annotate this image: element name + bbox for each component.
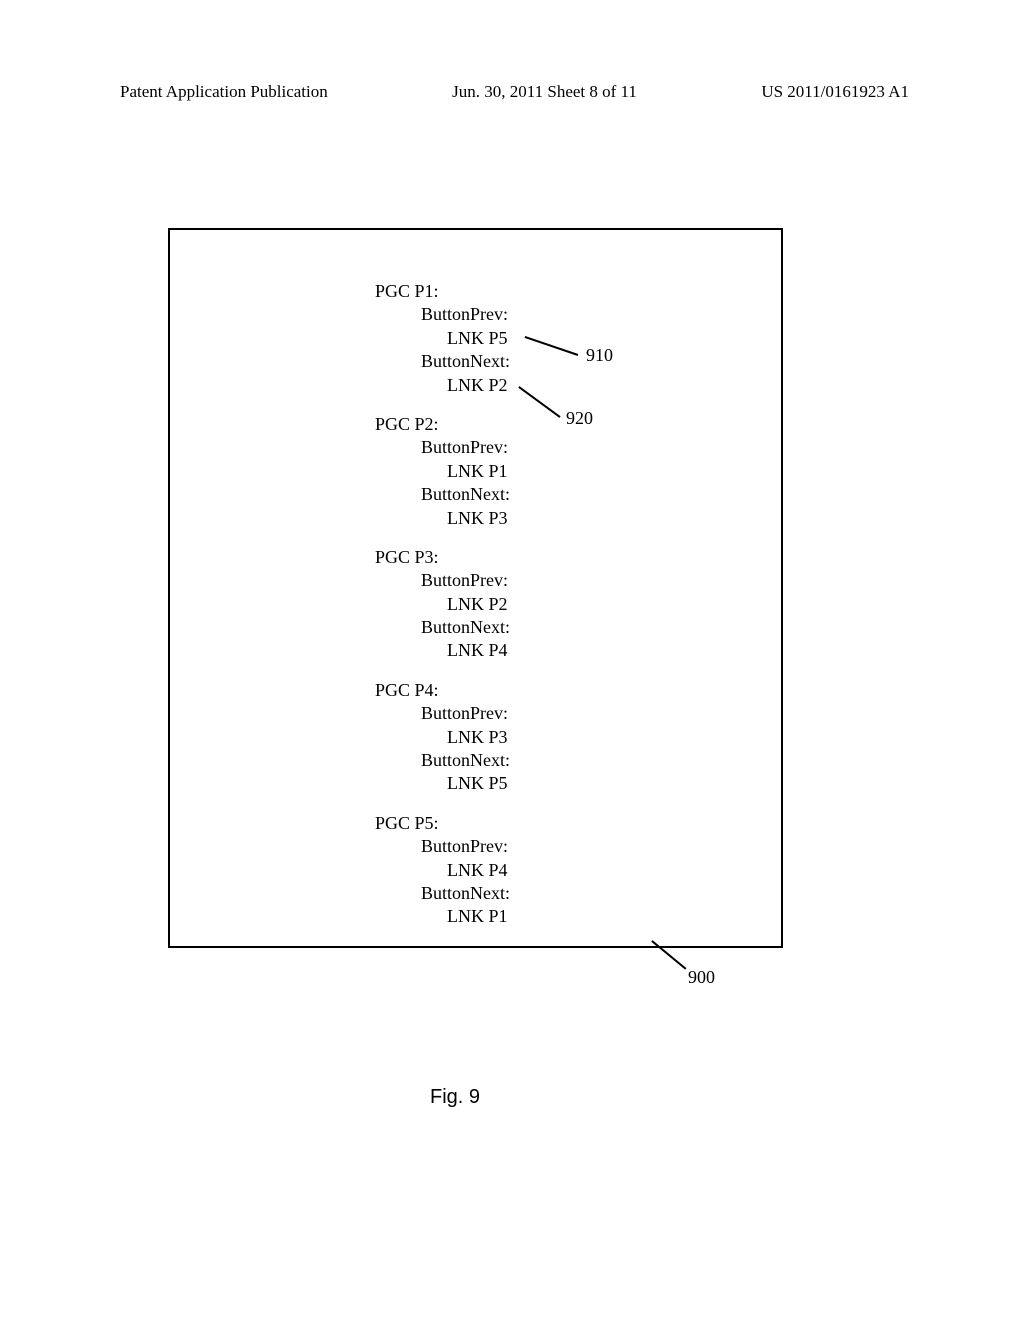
pgc-title: PGC P2: — [375, 413, 510, 436]
pgc-title: PGC P5: — [375, 812, 510, 835]
button-next-label: ButtonNext: — [375, 483, 510, 506]
button-prev-label: ButtonPrev: — [375, 702, 510, 725]
prev-link: LNK P5 — [375, 327, 510, 350]
pgc-block: PGC P3:ButtonPrev:LNK P2ButtonNext:LNK P… — [375, 546, 510, 663]
button-prev-label: ButtonPrev: — [375, 569, 510, 592]
pgc-title: PGC P3: — [375, 546, 510, 569]
prev-link: LNK P4 — [375, 859, 510, 882]
prev-link: LNK P3 — [375, 726, 510, 749]
next-link: LNK P2 — [375, 374, 510, 397]
callout-number: 910 — [586, 345, 613, 366]
pgc-title: PGC P4: — [375, 679, 510, 702]
figure-caption: Fig. 9 — [430, 1086, 480, 1109]
button-prev-label: ButtonPrev: — [375, 835, 510, 858]
next-link: LNK P1 — [375, 905, 510, 928]
button-prev-label: ButtonPrev: — [375, 436, 510, 459]
header-left: Patent Application Publication — [120, 82, 328, 102]
next-link: LNK P5 — [375, 772, 510, 795]
callout-number: 920 — [566, 408, 593, 429]
pgc-title: PGC P1: — [375, 280, 510, 303]
code-listing: PGC P1:ButtonPrev:LNK P5ButtonNext:LNK P… — [375, 280, 510, 945]
pgc-block: PGC P1:ButtonPrev:LNK P5ButtonNext:LNK P… — [375, 280, 510, 397]
callout-number: 900 — [688, 967, 715, 988]
prev-link: LNK P1 — [375, 460, 510, 483]
pgc-block: PGC P2:ButtonPrev:LNK P1ButtonNext:LNK P… — [375, 413, 510, 530]
pgc-block: PGC P4:ButtonPrev:LNK P3ButtonNext:LNK P… — [375, 679, 510, 796]
page-header: Patent Application Publication Jun. 30, … — [0, 82, 1024, 102]
next-link: LNK P3 — [375, 507, 510, 530]
button-next-label: ButtonNext: — [375, 882, 510, 905]
pgc-block: PGC P5:ButtonPrev:LNK P4ButtonNext:LNK P… — [375, 812, 510, 929]
header-center: Jun. 30, 2011 Sheet 8 of 11 — [452, 82, 637, 102]
prev-link: LNK P2 — [375, 593, 510, 616]
button-next-label: ButtonNext: — [375, 749, 510, 772]
header-right: US 2011/0161923 A1 — [761, 82, 909, 102]
button-next-label: ButtonNext: — [375, 350, 510, 373]
next-link: LNK P4 — [375, 639, 510, 662]
button-next-label: ButtonNext: — [375, 616, 510, 639]
button-prev-label: ButtonPrev: — [375, 303, 510, 326]
